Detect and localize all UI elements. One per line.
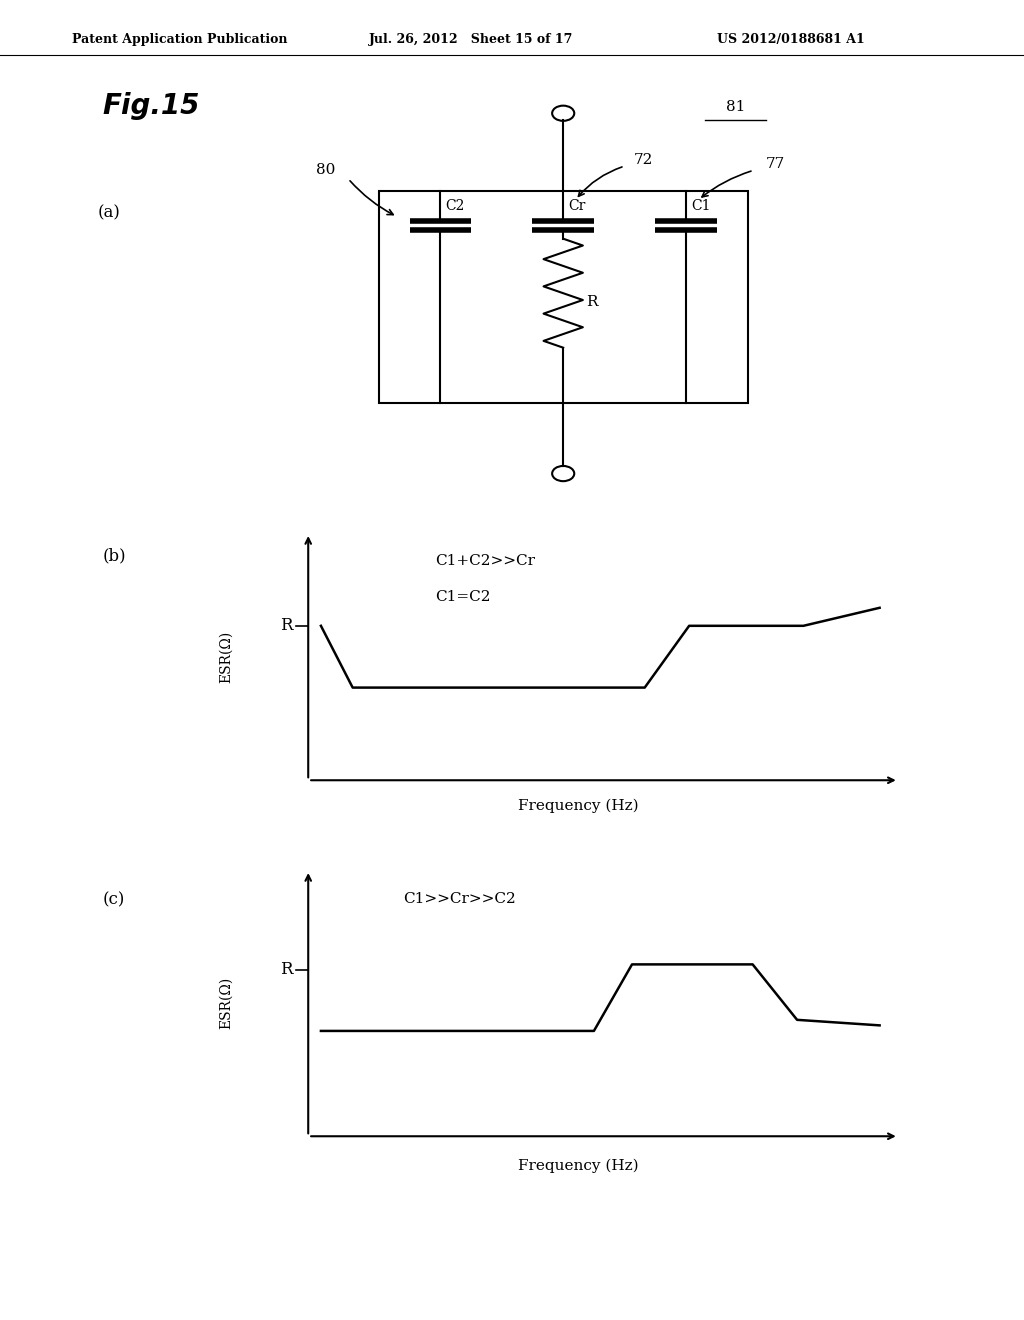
Text: 77: 77 (766, 157, 785, 172)
Text: R: R (280, 618, 292, 635)
Text: ESR(Ω): ESR(Ω) (219, 977, 232, 1030)
Text: R: R (587, 294, 598, 309)
Text: (a): (a) (97, 205, 120, 222)
Text: C1=C2: C1=C2 (435, 590, 490, 603)
Text: 81: 81 (726, 100, 744, 114)
Text: C1: C1 (691, 199, 711, 214)
Text: ESR(Ω): ESR(Ω) (219, 631, 232, 682)
Text: Frequency (Hz): Frequency (Hz) (518, 1159, 639, 1173)
Bar (379, 191, 748, 403)
Text: US 2012/0188681 A1: US 2012/0188681 A1 (717, 33, 864, 46)
Text: Jul. 26, 2012   Sheet 15 of 17: Jul. 26, 2012 Sheet 15 of 17 (369, 33, 573, 46)
Text: Cr: Cr (568, 199, 586, 214)
Text: C1+C2>>Cr: C1+C2>>Cr (435, 553, 536, 568)
Text: C1>>Cr>>C2: C1>>Cr>>C2 (403, 892, 516, 907)
Text: (b): (b) (102, 548, 126, 565)
Text: 72: 72 (634, 153, 653, 166)
Text: Fig.15: Fig.15 (102, 92, 200, 120)
Text: R: R (280, 961, 292, 978)
Text: Patent Application Publication: Patent Application Publication (72, 33, 287, 46)
Text: Frequency (Hz): Frequency (Hz) (518, 799, 639, 813)
Text: (c): (c) (102, 891, 125, 908)
Text: C2: C2 (445, 199, 465, 214)
Text: 80: 80 (316, 164, 336, 177)
